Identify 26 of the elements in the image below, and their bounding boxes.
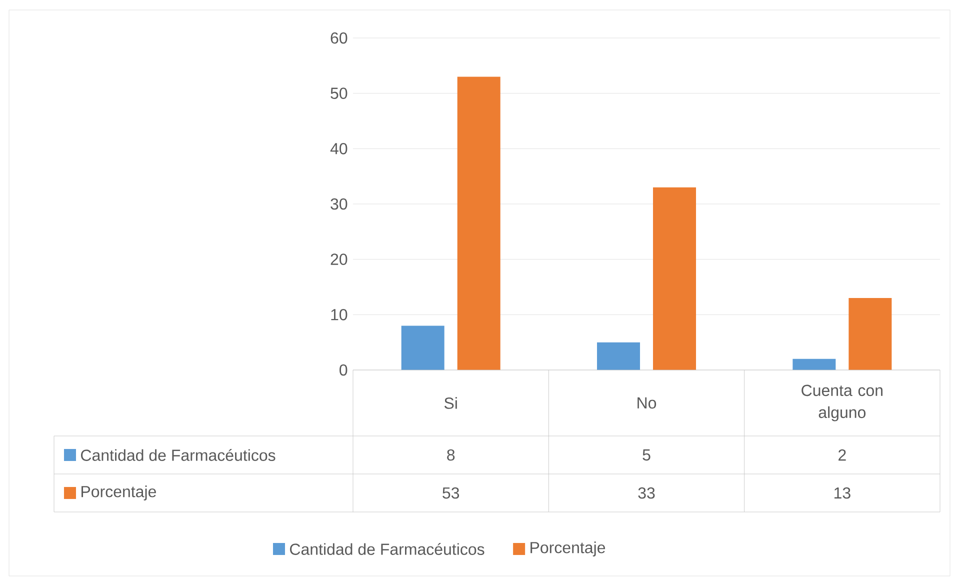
data-label: 5 — [642, 449, 650, 461]
y-tick-label: 0 — [340, 364, 348, 376]
y-tick-label: 20 — [330, 254, 348, 265]
bar — [848, 298, 892, 370]
x-tick-label: Si — [444, 397, 457, 409]
text: Porcentaje — [82, 486, 156, 500]
legend-label: Cantidad de Farmacéuticos — [81, 449, 276, 461]
y-tick-label: 40 — [330, 142, 348, 154]
data-label: 53 — [442, 487, 460, 499]
data-label: 33 — [638, 487, 655, 499]
text: Cantidad de Farmacéuticos — [290, 543, 484, 555]
bar — [653, 187, 696, 370]
x-tick-label: No — [638, 397, 656, 409]
bar — [401, 326, 444, 370]
y-tick-label: 60 — [330, 32, 348, 44]
data-label: 13 — [834, 487, 850, 499]
y-tick-label: 50 — [330, 88, 348, 99]
y-tick-label: 10 — [331, 308, 348, 320]
data-label: 8 — [447, 449, 455, 461]
y-tick-label: 30 — [330, 198, 348, 210]
bar — [597, 342, 640, 370]
bar — [457, 76, 500, 370]
x-tick-label: Cuenta con alguno — [802, 384, 882, 422]
bar — [792, 358, 836, 370]
legend-label: Porcentaje — [530, 542, 606, 556]
data-label: 2 — [838, 449, 846, 461]
